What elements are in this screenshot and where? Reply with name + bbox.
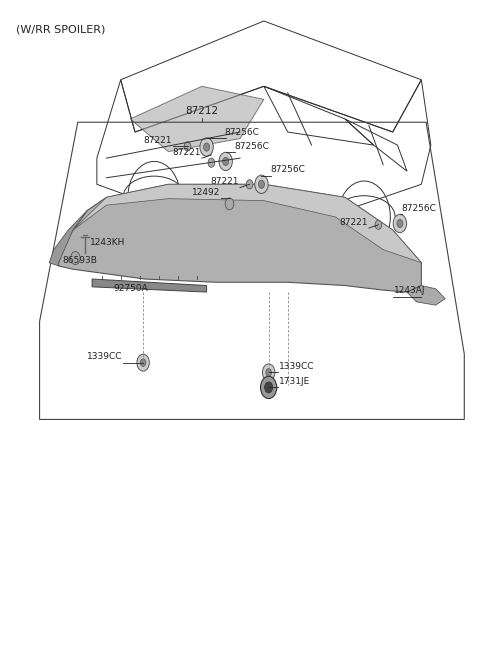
Polygon shape bbox=[130, 87, 264, 152]
Circle shape bbox=[137, 354, 149, 371]
Circle shape bbox=[200, 138, 213, 156]
Circle shape bbox=[184, 142, 191, 151]
Circle shape bbox=[225, 198, 234, 210]
Circle shape bbox=[204, 143, 210, 151]
Circle shape bbox=[264, 382, 273, 393]
Text: 1243KH: 1243KH bbox=[90, 238, 125, 247]
Circle shape bbox=[255, 175, 268, 194]
Circle shape bbox=[263, 364, 275, 381]
Text: 1339CC: 1339CC bbox=[86, 352, 122, 361]
Text: 12492: 12492 bbox=[192, 188, 220, 197]
Polygon shape bbox=[59, 184, 421, 292]
Text: 87212: 87212 bbox=[185, 106, 218, 115]
Text: (W/RR SPOILER): (W/RR SPOILER) bbox=[16, 24, 105, 34]
Text: 1243AJ: 1243AJ bbox=[394, 286, 425, 295]
Circle shape bbox=[261, 377, 277, 399]
Polygon shape bbox=[73, 184, 421, 262]
Text: 87256C: 87256C bbox=[401, 204, 436, 213]
Polygon shape bbox=[407, 285, 445, 305]
Polygon shape bbox=[49, 211, 87, 266]
Text: 87221: 87221 bbox=[211, 177, 239, 186]
Text: 86593B: 86593B bbox=[62, 256, 97, 264]
Circle shape bbox=[71, 251, 80, 264]
Circle shape bbox=[397, 219, 403, 228]
Text: 1731JE: 1731JE bbox=[279, 377, 311, 386]
Text: 87221: 87221 bbox=[339, 218, 368, 227]
Text: 87256C: 87256C bbox=[270, 165, 305, 174]
Circle shape bbox=[258, 180, 264, 188]
Text: 87256C: 87256C bbox=[234, 142, 269, 151]
Circle shape bbox=[266, 369, 271, 377]
Circle shape bbox=[223, 157, 228, 165]
Text: 92750A: 92750A bbox=[114, 283, 148, 293]
Circle shape bbox=[246, 180, 253, 189]
Circle shape bbox=[219, 152, 232, 171]
Text: 87221: 87221 bbox=[172, 148, 201, 157]
Circle shape bbox=[393, 215, 407, 233]
Text: 87221: 87221 bbox=[144, 136, 172, 145]
Circle shape bbox=[375, 220, 382, 230]
Text: 1339CC: 1339CC bbox=[279, 362, 314, 371]
Circle shape bbox=[140, 359, 146, 367]
Text: 87256C: 87256C bbox=[225, 128, 260, 136]
Polygon shape bbox=[92, 279, 206, 292]
Circle shape bbox=[208, 158, 215, 167]
